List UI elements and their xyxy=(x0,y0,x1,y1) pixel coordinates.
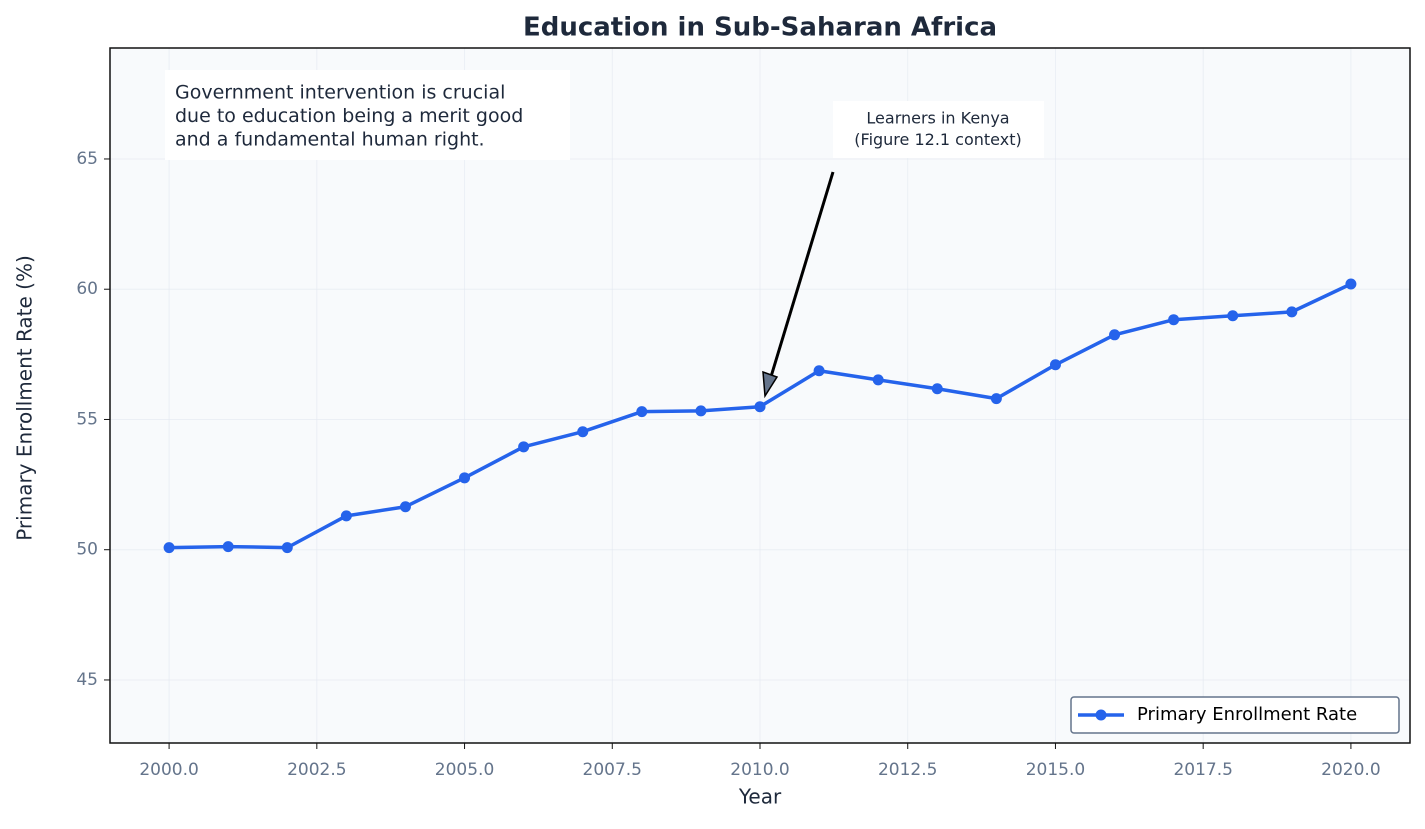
y-axis-label: Primary Enrollment Rate (%) xyxy=(13,255,37,541)
grid: 2000.0 2002.5 2005.0 2007.5 2010.0 2012.5 2015… xyxy=(76,48,1410,780)
x-tick-label: 2000.0 xyxy=(139,760,198,780)
data-point xyxy=(281,542,293,554)
data-point xyxy=(872,374,884,386)
data-point xyxy=(990,393,1002,405)
data-point xyxy=(1168,314,1180,326)
data-point xyxy=(577,426,589,438)
data-point xyxy=(518,441,530,453)
data-point xyxy=(931,383,943,395)
chart-title: Education in Sub-Saharan Africa xyxy=(523,13,997,43)
data-point xyxy=(222,541,234,553)
plot-frame xyxy=(109,47,1411,744)
x-tick-label: 2010.0 xyxy=(730,760,789,780)
data-point xyxy=(1109,329,1121,341)
x-tick-label: 2005.0 xyxy=(435,760,494,780)
data-point xyxy=(1345,278,1357,290)
data-point xyxy=(163,542,175,554)
data-point xyxy=(695,405,707,417)
data-point xyxy=(340,510,352,522)
data-point xyxy=(1227,310,1239,322)
y-tick-label: 55 xyxy=(76,409,98,429)
annotation-text: Learners in Kenya xyxy=(866,109,1009,128)
annotation-box xyxy=(165,70,570,160)
data-point xyxy=(1286,306,1298,318)
legend: Primary Enrollment Rate xyxy=(1070,696,1400,734)
data-point xyxy=(459,472,471,484)
y-tick-label: 65 xyxy=(76,149,98,169)
data-point xyxy=(1049,359,1061,371)
annotation-text: (Figure 12.1 context) xyxy=(854,130,1021,149)
legend-label: Primary Enrollment Rate xyxy=(1137,704,1357,725)
y-tick-label: 50 xyxy=(76,540,98,560)
x-tick-label: 2020.0 xyxy=(1321,760,1380,780)
data-point xyxy=(399,501,411,513)
x-tick-label: 2017.5 xyxy=(1173,760,1232,780)
arrow-head xyxy=(762,370,779,399)
legend-box xyxy=(1070,696,1400,734)
legend-marker xyxy=(1095,709,1107,721)
data-point xyxy=(813,365,825,377)
annotation-text: and a fundamental human right. xyxy=(175,129,485,151)
y-tick-label: 60 xyxy=(76,279,98,299)
x-tick-label: 2012.5 xyxy=(878,760,937,780)
x-tick-label: 2015.0 xyxy=(1026,760,1085,780)
data-point xyxy=(636,406,648,418)
y-tick-label: 45 xyxy=(76,670,98,690)
annotation-box xyxy=(833,101,1044,158)
x-tick-label: 2002.5 xyxy=(287,760,346,780)
data-point xyxy=(754,401,766,413)
x-axis-label: Year xyxy=(738,785,782,809)
x-tick-label: 2007.5 xyxy=(583,760,642,780)
annotation-arrow xyxy=(768,171,835,381)
annotation-text: due to education being a merit good xyxy=(175,105,523,127)
annotation-text: Government intervention is crucial xyxy=(175,82,505,104)
marks xyxy=(163,278,1357,554)
